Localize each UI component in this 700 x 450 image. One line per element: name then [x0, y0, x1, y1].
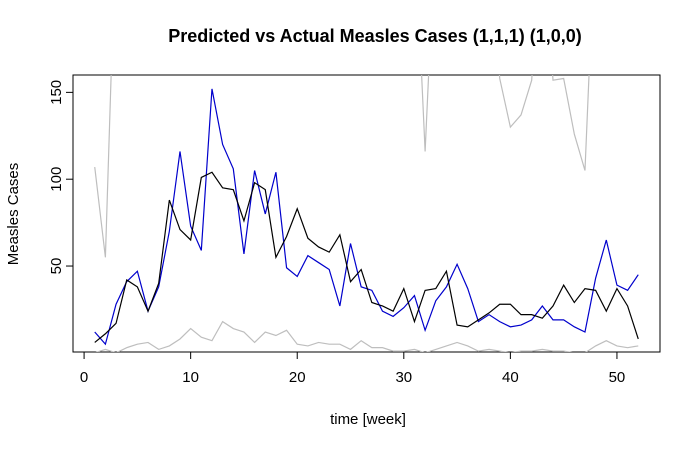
plot-frame	[72, 74, 661, 353]
x-tick-label: 0	[80, 369, 88, 386]
y-axis-label: Measles Cases	[5, 163, 22, 266]
chart-title: Predicted vs Actual Measles Cases (1,1,1…	[168, 26, 582, 46]
x-tick-label: 40	[502, 369, 519, 386]
y-tick-label: 50	[48, 258, 65, 275]
series-line	[94, 171, 639, 343]
y-tick-label: 150	[48, 80, 65, 105]
series-line	[94, 88, 639, 346]
x-tick-label: 10	[182, 369, 199, 386]
x-axis-label: time [week]	[330, 411, 406, 428]
x-tick-label: 50	[609, 369, 626, 386]
x-tick-label: 30	[395, 369, 412, 386]
x-tick-label: 20	[289, 369, 306, 386]
plot-area	[94, 75, 639, 352]
y-tick-label: 100	[48, 167, 65, 192]
series-line	[95, 320, 639, 352]
